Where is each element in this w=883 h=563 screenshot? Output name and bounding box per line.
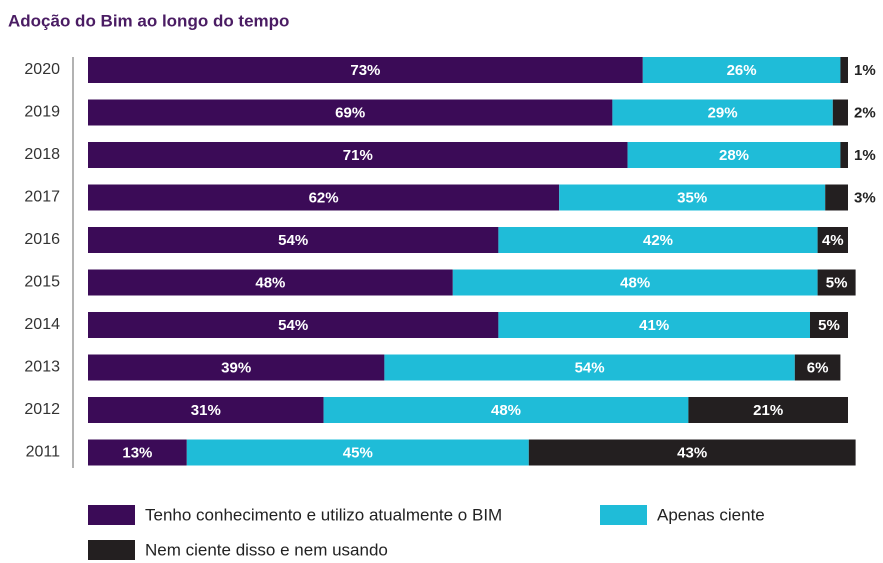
data-label: 54%: [575, 359, 605, 376]
bar-segment: [88, 312, 499, 338]
data-label: 42%: [643, 232, 673, 249]
bar-segment: [452, 269, 818, 296]
y-tick-label: 2019: [24, 104, 60, 121]
data-label: 43%: [677, 444, 707, 461]
data-label: 1%: [854, 147, 876, 164]
bar-segment: [810, 312, 848, 338]
data-label: 45%: [343, 444, 373, 461]
data-label: 13%: [122, 444, 152, 461]
bar-segment: [323, 397, 689, 423]
y-tick-label: 2020: [24, 61, 60, 78]
bar-segment: [528, 439, 856, 466]
bar-segment: [384, 354, 795, 381]
bar-segment: [88, 99, 613, 126]
data-label: 62%: [309, 189, 339, 206]
data-label: 71%: [343, 147, 373, 164]
data-label: 48%: [255, 274, 285, 291]
data-label: 21%: [753, 402, 783, 419]
legend-label: Tenho conhecimento e utilizo atualmente …: [145, 505, 502, 524]
bar-segment: [840, 57, 848, 83]
data-label: 5%: [826, 274, 848, 291]
bar-segment: [832, 99, 848, 126]
data-label: 28%: [719, 147, 749, 164]
data-label: 69%: [335, 104, 365, 121]
legend-label: Apenas ciente: [657, 505, 765, 524]
data-label: 54%: [278, 317, 308, 334]
bar-segment: [559, 184, 826, 211]
bar-segment: [88, 184, 560, 211]
y-tick-label: 2018: [24, 146, 60, 163]
data-label: 73%: [350, 62, 380, 79]
bar-segment: [88, 354, 385, 381]
bar-segment: [498, 227, 818, 253]
data-label: 31%: [191, 402, 221, 419]
bar-segment: [88, 397, 324, 423]
data-label: 39%: [221, 359, 251, 376]
data-label: 48%: [620, 274, 650, 291]
data-label: 2%: [854, 104, 876, 121]
bar-segment: [498, 312, 810, 338]
y-tick-label: 2012: [24, 401, 60, 418]
y-tick-label: 2015: [24, 274, 60, 291]
bar-segment: [88, 227, 499, 253]
y-tick-label: 2013: [24, 359, 60, 376]
bar-segment: [186, 439, 529, 466]
data-label: 6%: [807, 359, 829, 376]
legend-swatch: [600, 505, 647, 525]
data-label: 54%: [278, 232, 308, 249]
data-label: 1%: [854, 62, 876, 79]
data-label: 5%: [818, 317, 840, 334]
bar-segment: [88, 142, 628, 168]
bar-segment: [627, 142, 841, 168]
legend-label: Nem ciente disso e nem usando: [145, 540, 388, 559]
data-label: 29%: [708, 104, 738, 121]
data-label: 35%: [677, 189, 707, 206]
bar-segment: [612, 99, 833, 126]
y-tick-label: 2017: [24, 189, 60, 206]
bar-segment: [794, 354, 841, 381]
bar-segment: [642, 57, 841, 83]
bar-segment: [88, 269, 453, 296]
y-tick-label: 2011: [26, 444, 61, 461]
legend-swatch: [88, 540, 135, 560]
bar-segment: [688, 397, 848, 423]
bar-segment: [88, 57, 643, 83]
legend-swatch: [88, 505, 135, 525]
bar-segment: [817, 269, 856, 296]
data-label: 26%: [727, 62, 757, 79]
data-label: 4%: [822, 232, 844, 249]
y-tick-label: 2014: [24, 316, 60, 333]
bar-segment: [825, 184, 848, 211]
chart-title: Adoção do Bim ao longo do tempo: [8, 11, 289, 30]
bar-segment: [840, 142, 848, 168]
y-tick-label: 2016: [24, 231, 60, 248]
data-label: 48%: [491, 402, 521, 419]
data-label: 41%: [639, 317, 669, 334]
data-label: 3%: [854, 189, 876, 206]
bar-segment: [88, 439, 187, 466]
bar-segment: [817, 227, 848, 253]
